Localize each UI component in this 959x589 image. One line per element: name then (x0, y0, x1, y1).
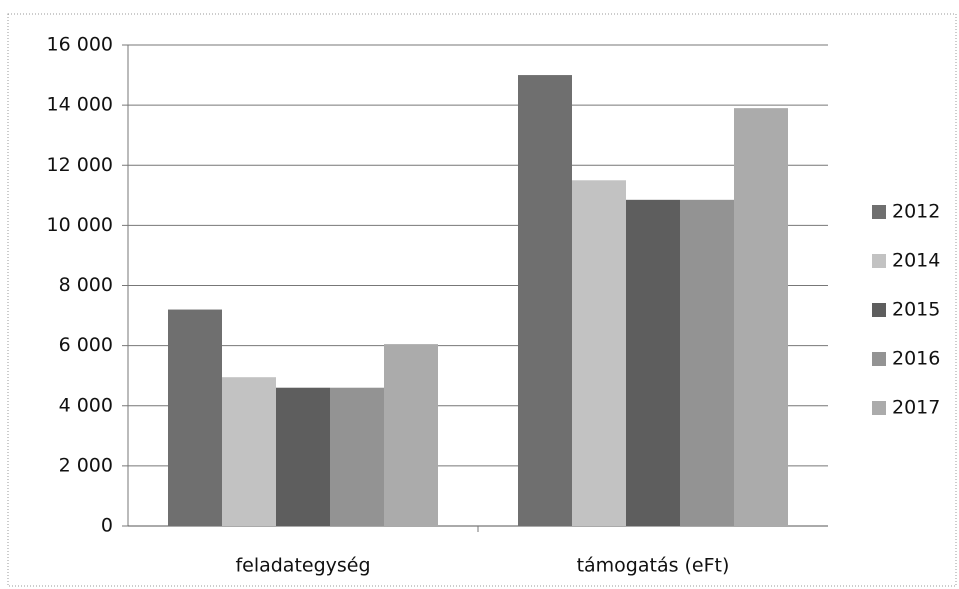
legend-swatch (872, 303, 886, 317)
legend-swatch (872, 254, 886, 268)
bar (518, 75, 572, 526)
x-tick-label: feladategység (235, 555, 370, 577)
legend-label: 2015 (892, 299, 940, 321)
bar (276, 387, 330, 526)
legend-label: 2017 (892, 397, 940, 419)
legend-label: 2016 (892, 348, 940, 370)
y-tick-label: 8 000 (59, 274, 113, 296)
bar (626, 199, 680, 526)
x-tick-label: támogatás (eFt) (577, 555, 730, 577)
legend-swatch (872, 352, 886, 366)
y-tick-label: 6 000 (59, 334, 113, 356)
frame (7, 13, 957, 587)
y-tick-label: 0 (101, 515, 113, 537)
legend-label: 2014 (892, 250, 940, 272)
y-tick-label: 14 000 (47, 94, 113, 116)
bar (168, 309, 222, 526)
y-tick-label: 10 000 (47, 214, 113, 236)
bar (222, 377, 276, 526)
bar (680, 199, 734, 526)
y-tick-label: 2 000 (59, 454, 113, 476)
bar (572, 180, 626, 526)
y-tick-label: 4 000 (59, 394, 113, 416)
y-tick-label: 16 000 (47, 34, 113, 56)
y-tick-label: 12 000 (47, 154, 113, 176)
legend-swatch (872, 401, 886, 415)
legend-swatch (872, 205, 886, 219)
bar (330, 387, 384, 526)
bar (734, 108, 788, 526)
bar (384, 344, 438, 526)
legend-label: 2012 (892, 201, 940, 223)
